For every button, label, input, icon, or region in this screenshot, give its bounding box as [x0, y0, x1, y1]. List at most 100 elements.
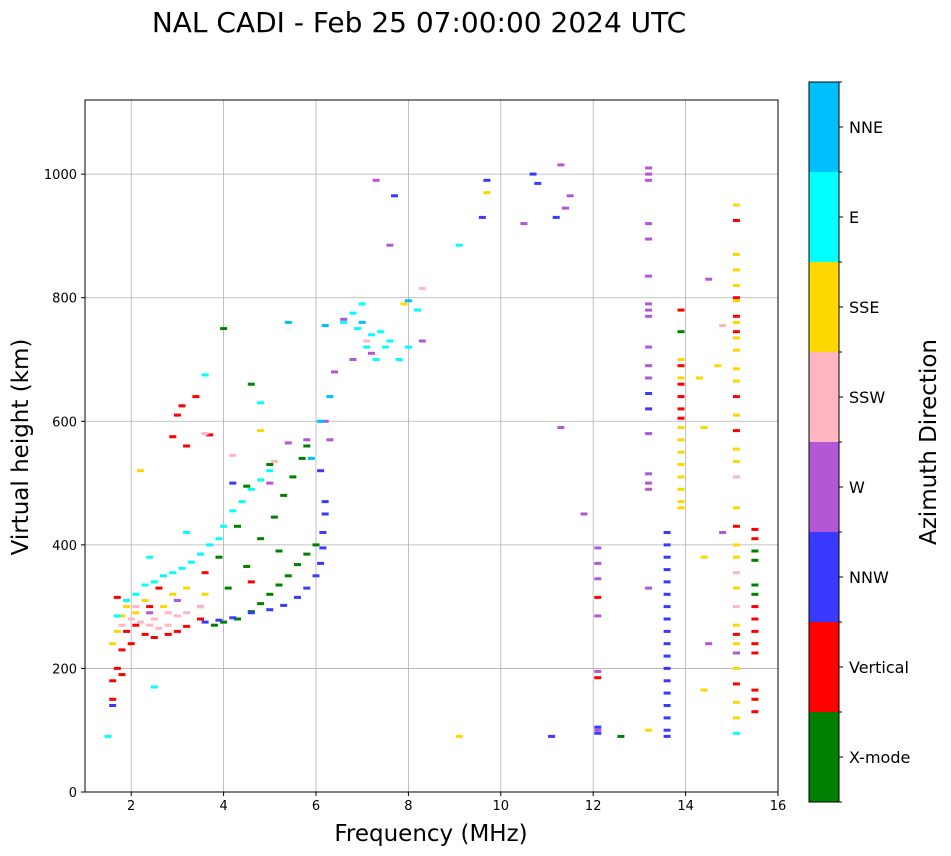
echo-point — [109, 704, 117, 707]
echo-point — [118, 614, 126, 618]
echo-point — [303, 552, 311, 556]
echo-point — [275, 549, 283, 553]
echo-point — [645, 302, 653, 306]
echo-point — [354, 327, 362, 331]
echo-point — [312, 574, 320, 578]
echo-point — [677, 364, 685, 368]
echo-point — [113, 666, 121, 670]
echo-point — [732, 348, 740, 352]
echo-point — [732, 666, 740, 670]
echo-point — [751, 549, 759, 553]
echo-point — [266, 469, 274, 473]
echo-point — [751, 651, 759, 655]
echo-point — [645, 364, 653, 368]
echo-point — [183, 611, 191, 615]
echo-point — [663, 629, 671, 633]
colorbar-tick-label: Vertical — [849, 658, 909, 677]
echo-point — [645, 308, 653, 312]
echo-point — [594, 561, 602, 565]
echo-point — [404, 345, 412, 349]
echo-point — [732, 447, 740, 451]
echo-point — [663, 679, 671, 683]
echo-point — [247, 611, 255, 615]
x-tick-label: 2 — [127, 799, 135, 814]
echo-point — [677, 438, 685, 442]
echo-point — [732, 642, 740, 646]
echo-point — [284, 574, 292, 578]
echo-point — [732, 555, 740, 559]
echo-point — [557, 426, 565, 429]
colorbar-tick-label: SSE — [849, 298, 879, 317]
y-tick-label: 600 — [52, 415, 77, 430]
echo-point — [109, 679, 117, 683]
echo-point — [732, 395, 740, 399]
echo-point — [455, 243, 463, 247]
y-tick-label: 200 — [52, 662, 77, 677]
colorbar-tick-label: X-mode — [849, 748, 910, 767]
echo-point — [645, 172, 653, 176]
echo-point — [719, 324, 727, 327]
echo-point — [146, 605, 154, 609]
echo-point — [414, 308, 422, 312]
echo-point — [303, 586, 311, 590]
echo-point — [104, 734, 112, 738]
plot-frame — [84, 99, 779, 793]
echo-point — [178, 404, 186, 408]
x-tick-label: 8 — [404, 799, 412, 814]
echo-point — [751, 527, 759, 531]
echo-point — [340, 317, 348, 321]
echo-point — [677, 500, 685, 504]
echo-point — [677, 407, 685, 411]
echo-point — [229, 616, 237, 620]
echo-point — [386, 243, 394, 247]
echo-point — [123, 629, 131, 633]
echo-point — [183, 624, 191, 628]
echo-point — [732, 336, 740, 340]
echo-point — [164, 632, 172, 636]
echo-point — [732, 506, 740, 510]
echo-point — [732, 296, 740, 300]
echo-point — [155, 626, 163, 630]
echo-point — [645, 166, 653, 170]
echo-point — [201, 373, 209, 377]
echo-point — [751, 617, 759, 621]
echo-point — [732, 700, 740, 704]
echo-point — [178, 566, 186, 570]
echo-point — [118, 623, 126, 627]
echo-point — [257, 537, 265, 541]
echo-point — [127, 617, 135, 621]
echo-point — [732, 379, 740, 383]
echo-point — [455, 734, 463, 738]
x-tick-label: 16 — [770, 799, 787, 814]
y-tick-label: 400 — [52, 539, 77, 554]
colorbar-tick-label: NNW — [849, 568, 889, 587]
echo-point — [173, 599, 181, 602]
echo-point — [183, 444, 191, 448]
echo-point — [400, 302, 408, 306]
echo-point — [594, 725, 602, 729]
echo-point — [645, 237, 653, 241]
echo-point — [349, 311, 357, 315]
echo-point — [732, 459, 740, 463]
echo-point — [534, 181, 542, 185]
echo-point — [164, 611, 172, 615]
echo-point — [113, 629, 121, 633]
echo-point — [243, 565, 251, 568]
echo-point — [663, 666, 671, 670]
echo-point — [520, 222, 528, 226]
echo-point — [751, 710, 759, 714]
echo-point — [562, 206, 569, 210]
echo-point — [319, 546, 327, 550]
echo-point — [751, 583, 759, 587]
echo-point — [404, 299, 412, 303]
echo-point — [663, 654, 671, 658]
echo-point — [732, 623, 740, 627]
echo-point — [164, 623, 172, 627]
echo-point — [257, 602, 265, 606]
echo-point — [386, 339, 394, 343]
echo-point — [358, 320, 366, 324]
echo-point — [224, 586, 232, 590]
echo-point — [677, 330, 685, 334]
echo-point — [321, 324, 329, 327]
echo-point — [132, 611, 140, 615]
